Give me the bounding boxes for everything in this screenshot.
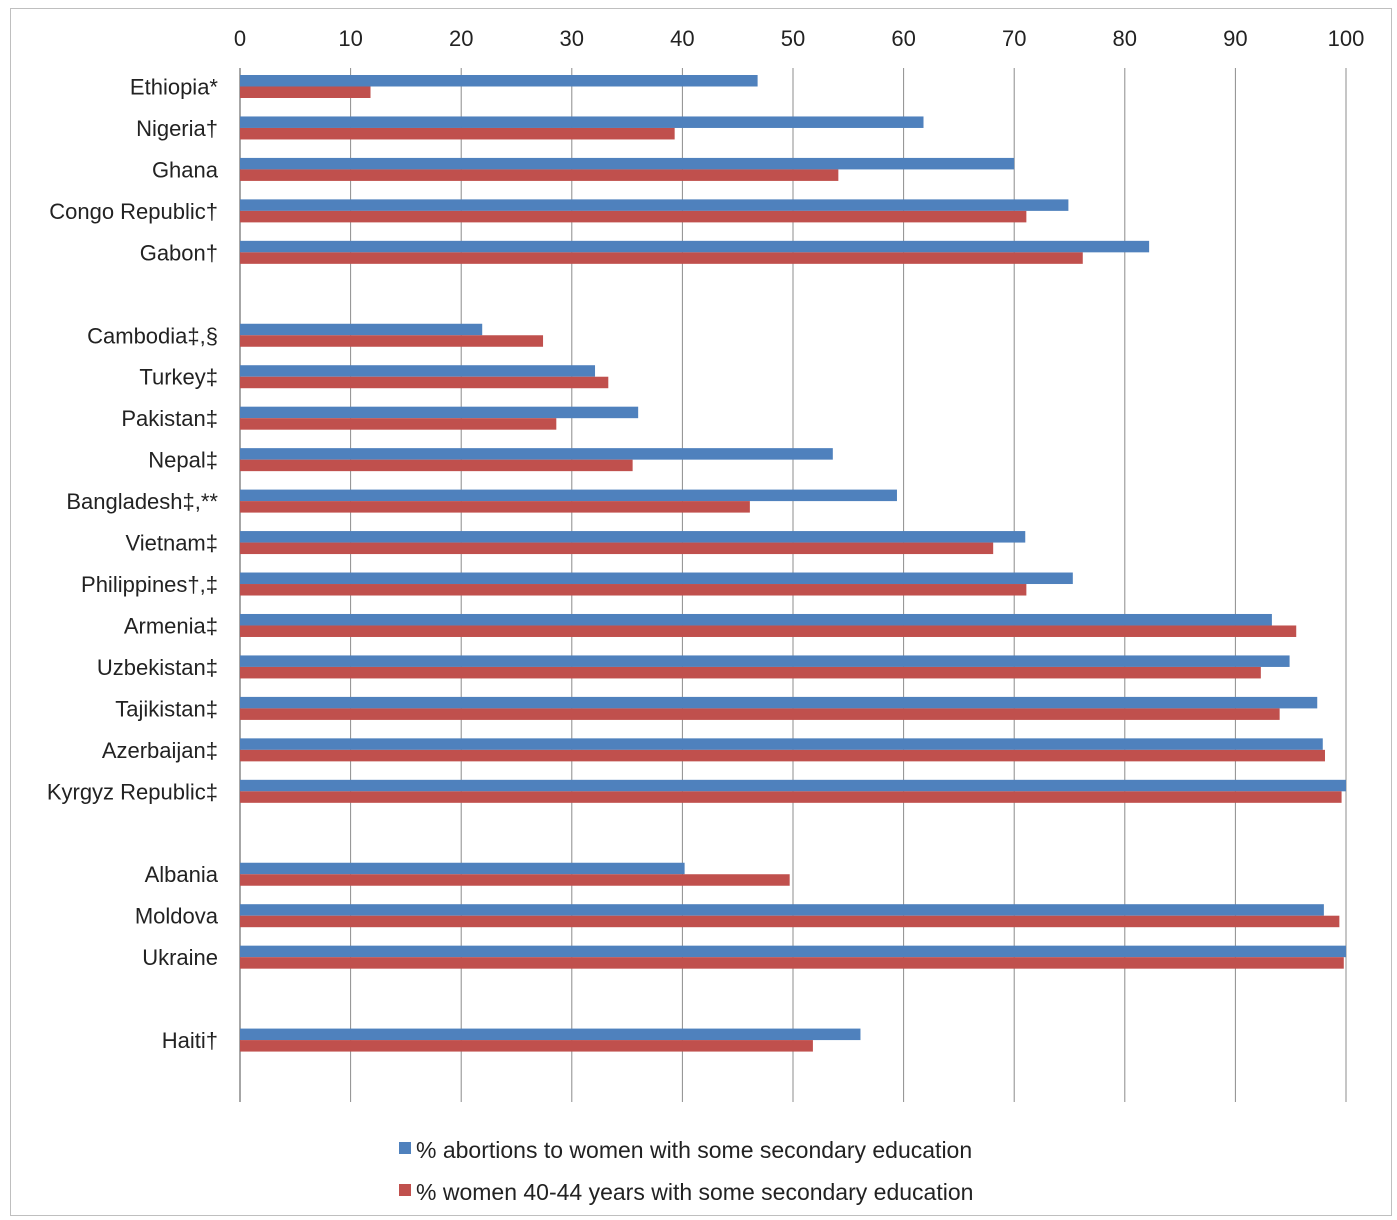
bar-women: [240, 501, 750, 513]
bar-women: [240, 625, 1297, 637]
category-label: Moldova: [135, 904, 219, 929]
x-tick-label: 60: [891, 26, 915, 51]
bar-abortions: [240, 323, 483, 336]
category-label: Nigeria†: [136, 116, 218, 141]
x-axis-ticks: 0 10 20 30 40 50 60 70 80 90 100: [234, 26, 1364, 51]
x-tick-label: 20: [449, 26, 473, 51]
bar-abortions: [240, 157, 1015, 170]
bar-women: [240, 169, 839, 181]
bar-women: [240, 542, 994, 555]
bar-women: [240, 335, 544, 347]
legend-label: % abortions to women with some secondary…: [416, 1137, 972, 1163]
category-label: Ukraine: [142, 945, 218, 970]
category-label: Turkey‡: [139, 365, 218, 390]
bar-abortions: [240, 406, 639, 419]
x-tick-label: 0: [234, 26, 246, 51]
bar-women: [240, 874, 790, 886]
bar-abortions: [240, 613, 1272, 626]
bar-women: [240, 666, 1261, 679]
bar-women: [240, 791, 1342, 803]
category-label: Haiti†: [162, 1028, 218, 1053]
bar-abortions: [240, 572, 1073, 585]
category-label: Congo Republic†: [49, 199, 218, 224]
bar-abortions: [240, 738, 1323, 750]
bar-women: [240, 584, 1027, 596]
category-label: Gabon†: [140, 240, 218, 265]
bar-abortions: [240, 779, 1346, 792]
bar-women: [240, 708, 1280, 720]
legend: % abortions to women with some secondary…: [399, 1137, 973, 1205]
bar-women: [240, 957, 1344, 969]
x-tick-label: 40: [670, 26, 694, 51]
x-tick-label: 100: [1328, 26, 1365, 51]
category-label: Nepal‡: [148, 448, 218, 473]
bar-women: [240, 86, 371, 98]
category-label: Vietnam‡: [125, 531, 218, 556]
x-tick-label: 50: [781, 26, 805, 51]
bar-abortions: [240, 696, 1318, 709]
category-label: Azerbaijan‡: [102, 738, 218, 763]
category-label: Albania: [145, 862, 219, 887]
bar-abortions: [240, 655, 1290, 667]
category-label: Uzbekistan‡: [97, 655, 218, 680]
bar-abortions: [240, 1028, 861, 1041]
category-label: Ghana: [152, 157, 219, 182]
category-label: Ethiopia*: [130, 75, 219, 100]
category-label: Philippines†,‡: [81, 572, 218, 597]
category-label: Armenia‡: [124, 613, 218, 638]
bar-abortions: [240, 448, 833, 460]
category-label: Bangladesh‡,**: [66, 489, 218, 514]
bar-women: [240, 376, 609, 389]
category-label: Cambodia‡,§: [87, 323, 218, 348]
bar-abortions: [240, 365, 596, 377]
bar-women: [240, 1040, 813, 1052]
x-tick-label: 30: [560, 26, 584, 51]
bar-abortions: [240, 199, 1069, 211]
gridlines: [239, 68, 1347, 1102]
legend-swatch: [399, 1142, 411, 1154]
x-tick-label: 90: [1223, 26, 1247, 51]
bar-women: [240, 252, 1083, 264]
x-tick-label: 70: [1002, 26, 1026, 51]
bar-abortions: [240, 489, 897, 502]
bar-abortions: [240, 904, 1324, 916]
bar-women: [240, 127, 675, 140]
bar-abortions: [240, 862, 685, 875]
bar-abortions: [240, 116, 924, 128]
bar-abortions: [240, 945, 1346, 958]
legend-swatch: [399, 1184, 411, 1196]
bars: [240, 75, 1346, 1052]
category-label: Tajikistan‡: [115, 696, 218, 721]
bar-women: [240, 749, 1325, 762]
x-tick-label: 80: [1113, 26, 1137, 51]
bar-abortions: [240, 240, 1150, 253]
bar-women: [240, 418, 557, 430]
bar-abortions: [240, 75, 758, 87]
bar-women: [240, 210, 1027, 223]
category-label: Pakistan‡: [121, 406, 218, 431]
category-labels: Ethiopia* Nigeria† Ghana Congo Republic† Gab…: [47, 75, 219, 1054]
category-label: Kyrgyz Republic‡: [47, 779, 218, 804]
x-tick-label: 10: [338, 26, 362, 51]
bar-women: [240, 459, 633, 472]
bar-women: [240, 915, 1340, 928]
bar-abortions: [240, 531, 1026, 543]
legend-label: % women 40-44 years with some secondary …: [416, 1179, 973, 1205]
